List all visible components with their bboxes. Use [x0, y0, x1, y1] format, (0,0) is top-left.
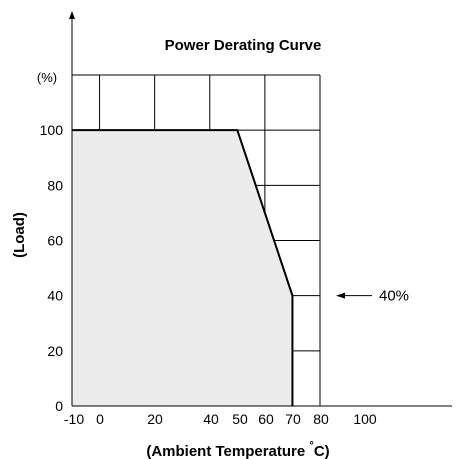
x-tick-label: 60	[258, 411, 274, 427]
x-tick-labels: -10 0 20 40 50 60 70 80 100	[64, 411, 377, 427]
x-tick-label: 80	[313, 411, 329, 427]
y-tick-label: 60	[47, 233, 63, 249]
x-tick-label: 0	[96, 411, 104, 427]
derating-curve-line	[72, 129, 294, 406]
y-tick-label: 20	[47, 343, 63, 359]
y-tick-label: 100	[40, 122, 64, 138]
annotation-label: 40%	[379, 288, 409, 305]
y-axis-unit: (%)	[37, 70, 57, 85]
x-tick-label: 100	[353, 411, 377, 427]
annotation-40: 40%	[336, 288, 409, 305]
chart-title: Power Derating Curve	[165, 37, 322, 54]
annotation-arrow-icon	[336, 292, 345, 299]
x-tick-label: 40	[203, 411, 219, 427]
x-tick-label: 70	[285, 411, 301, 427]
y-tick-label: 0	[55, 398, 63, 414]
y-tick-label: 80	[47, 177, 63, 193]
y-tick-label: 40	[47, 288, 63, 304]
derating-area-fill	[72, 130, 293, 406]
y-axis-arrow-icon	[69, 11, 75, 19]
x-axis-label: (Ambient Temperature °C)	[146, 440, 329, 459]
x-tick-label: 20	[147, 411, 163, 427]
x-tick-label: -10	[64, 411, 84, 427]
y-tick-labels: 0 20 40 60 80 100	[40, 122, 64, 414]
y-axis-label: (Load)	[11, 212, 28, 258]
x-tick-label: 50	[232, 411, 248, 427]
